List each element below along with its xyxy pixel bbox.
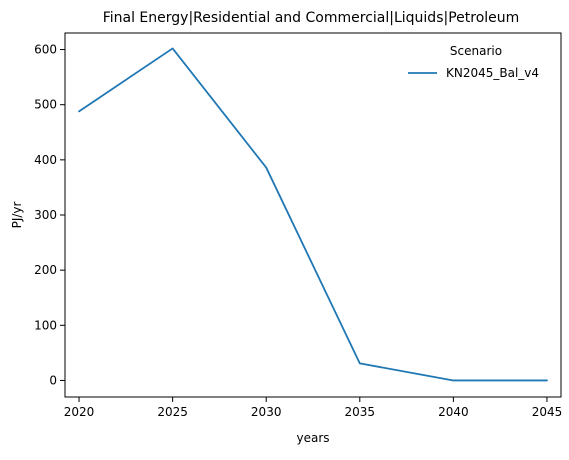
y-tick-label: 600	[34, 43, 57, 57]
y-axis-label: PJ/yr	[10, 202, 24, 229]
y-tick-label: 500	[34, 98, 57, 112]
x-tick-label: 2035	[345, 405, 376, 419]
legend-label: KN2045_Bal_v4	[446, 66, 539, 80]
y-tick-label: 400	[34, 153, 57, 167]
x-tick-label: 2040	[438, 405, 469, 419]
chart-title: Final Energy|Residential and Commercial|…	[103, 10, 520, 26]
y-tick-label: 300	[34, 208, 57, 222]
y-tick-label: 0	[49, 373, 57, 387]
y-tick-label: 200	[34, 263, 57, 277]
x-tick-label: 2045	[532, 405, 563, 419]
x-axis-label: years	[296, 431, 329, 445]
x-tick-label: 2030	[251, 405, 282, 419]
x-tick-label: 2020	[64, 405, 95, 419]
x-tick-label: 2025	[157, 405, 188, 419]
y-tick-label: 100	[34, 318, 57, 332]
legend-title: Scenario	[450, 44, 502, 58]
